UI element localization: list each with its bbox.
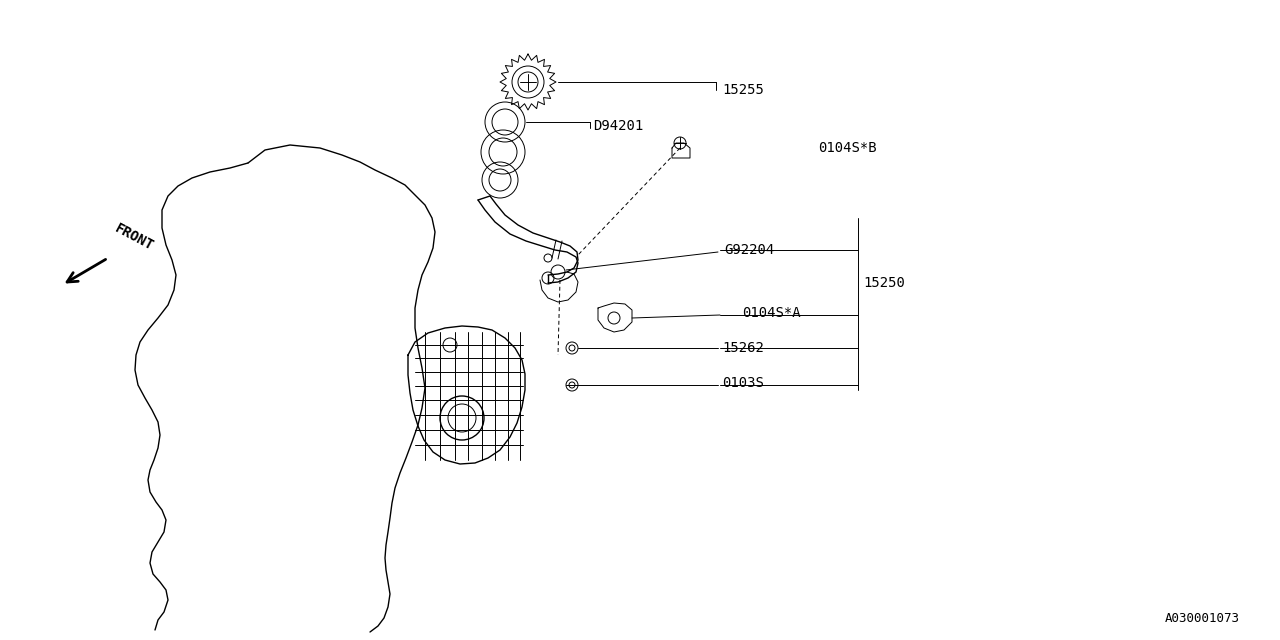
Text: 0103S: 0103S bbox=[722, 376, 764, 390]
Text: A030001073: A030001073 bbox=[1165, 612, 1240, 625]
Text: 15255: 15255 bbox=[722, 83, 764, 97]
Text: 0104S*A: 0104S*A bbox=[742, 306, 800, 320]
Text: G92204: G92204 bbox=[724, 243, 774, 257]
Text: FRONT: FRONT bbox=[113, 221, 156, 253]
Text: 15250: 15250 bbox=[863, 276, 905, 290]
Text: D94201: D94201 bbox=[593, 119, 644, 133]
Text: 0104S*B: 0104S*B bbox=[818, 141, 877, 155]
Text: 15262: 15262 bbox=[722, 341, 764, 355]
